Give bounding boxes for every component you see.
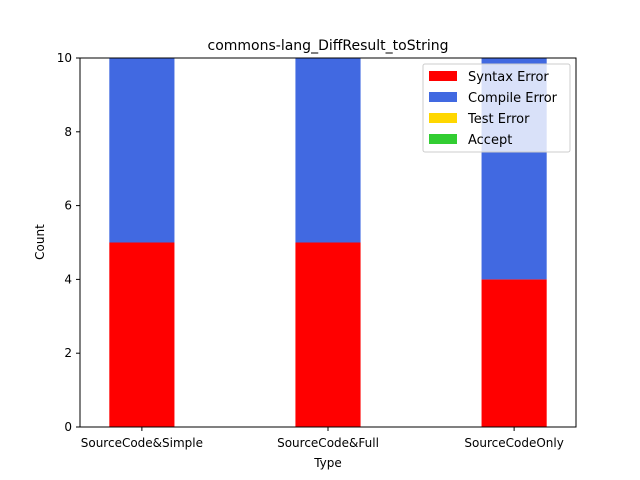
- x-axis-label: Type: [313, 456, 342, 470]
- bar-syntax-error-0: [109, 242, 175, 427]
- legend-label-2: Test Error: [467, 112, 530, 127]
- x-axis: SourceCode&Simple SourceCode&Full SourceCo…: [81, 427, 564, 450]
- legend-swatch-3: [429, 134, 457, 144]
- legend-box: [422, 63, 571, 153]
- bar-syntax-error-1: [295, 242, 361, 427]
- legend-label-3: Accept: [468, 133, 512, 148]
- bar-syntax-error-2: [481, 279, 547, 427]
- legend-swatch-1: [429, 92, 457, 102]
- x-tick-label-1: SourceCode&Full: [277, 436, 379, 450]
- legend-swatch-0: [429, 71, 457, 81]
- legend-label-1: Compile Error: [468, 91, 558, 106]
- bars-group: [109, 58, 547, 427]
- y-tick-label-4: 8: [64, 125, 72, 139]
- y-axis-label: Count: [33, 224, 47, 260]
- y-axis: 0 2 4 6 8 10: [57, 51, 80, 434]
- y-tick-label-3: 6: [64, 199, 72, 213]
- x-tick-label-2: SourceCodeOnly: [464, 436, 563, 450]
- bar-compile-error-0: [109, 58, 175, 243]
- y-tick-label-1: 2: [64, 346, 72, 360]
- bar-compile-error-1: [295, 58, 361, 243]
- y-tick-label-2: 4: [64, 272, 72, 286]
- y-tick-label-0: 0: [64, 420, 72, 434]
- x-tick-label-0: SourceCode&Simple: [81, 436, 203, 450]
- chart-title: commons-lang_DiffResult_toString: [208, 38, 449, 54]
- y-tick-label-5: 10: [57, 51, 72, 65]
- legend: Syntax Error Compile Error Test Error Accep…: [422, 63, 571, 153]
- legend-label-0: Syntax Error: [468, 70, 549, 85]
- legend-swatch-2: [429, 113, 457, 123]
